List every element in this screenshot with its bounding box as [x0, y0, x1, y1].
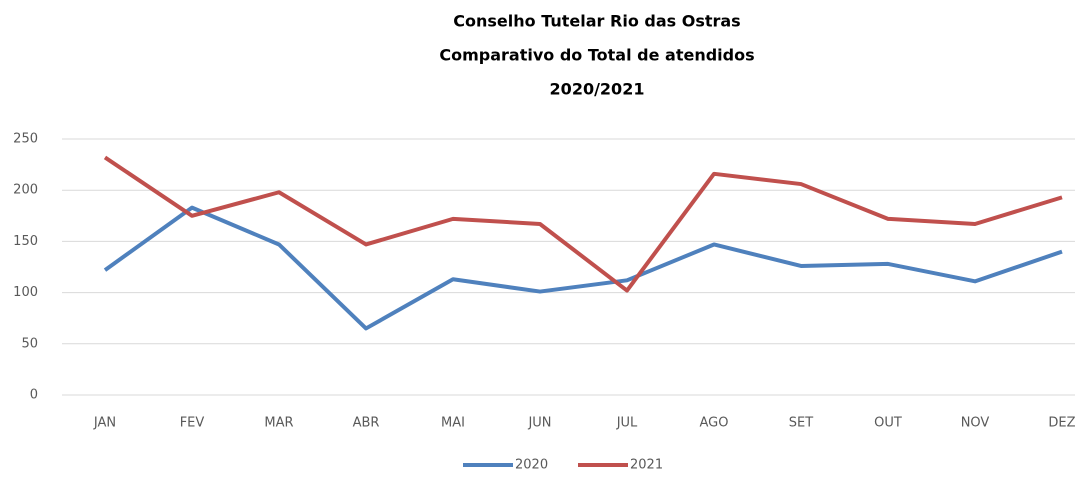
- x-tick-label: MAI: [441, 416, 465, 431]
- legend-label: 2021: [630, 458, 663, 473]
- y-tick-label: 150: [13, 234, 38, 249]
- x-tick-label: ABR: [353, 416, 380, 431]
- x-tick-label: JUN: [527, 416, 551, 431]
- y-tick-label: 250: [13, 132, 38, 147]
- x-tick-label: SET: [789, 416, 813, 431]
- x-tick-label: AGO: [700, 416, 729, 431]
- legend-label: 2020: [515, 458, 548, 473]
- x-tick-label: FEV: [180, 416, 205, 431]
- x-tick-label: MAR: [264, 416, 293, 431]
- chart-subtitle: 2020/2021: [550, 80, 645, 99]
- chart-title: Conselho Tutelar Rio das Ostras: [453, 12, 740, 31]
- y-tick-label: 200: [13, 183, 38, 198]
- y-tick-label: 0: [30, 388, 38, 403]
- series-line: [103, 205, 1063, 331]
- x-tick-label: OUT: [874, 416, 902, 431]
- chart-subtitle: Comparativo do Total de atendidos: [439, 46, 754, 65]
- x-tick-label: JAN: [93, 416, 116, 431]
- x-tick-label: NOV: [961, 416, 990, 431]
- series-line: [103, 155, 1063, 293]
- x-tick-label: DEZ: [1048, 416, 1075, 431]
- y-tick-label: 50: [21, 336, 38, 351]
- y-tick-label: 100: [13, 285, 38, 300]
- x-tick-label: JUL: [616, 416, 638, 431]
